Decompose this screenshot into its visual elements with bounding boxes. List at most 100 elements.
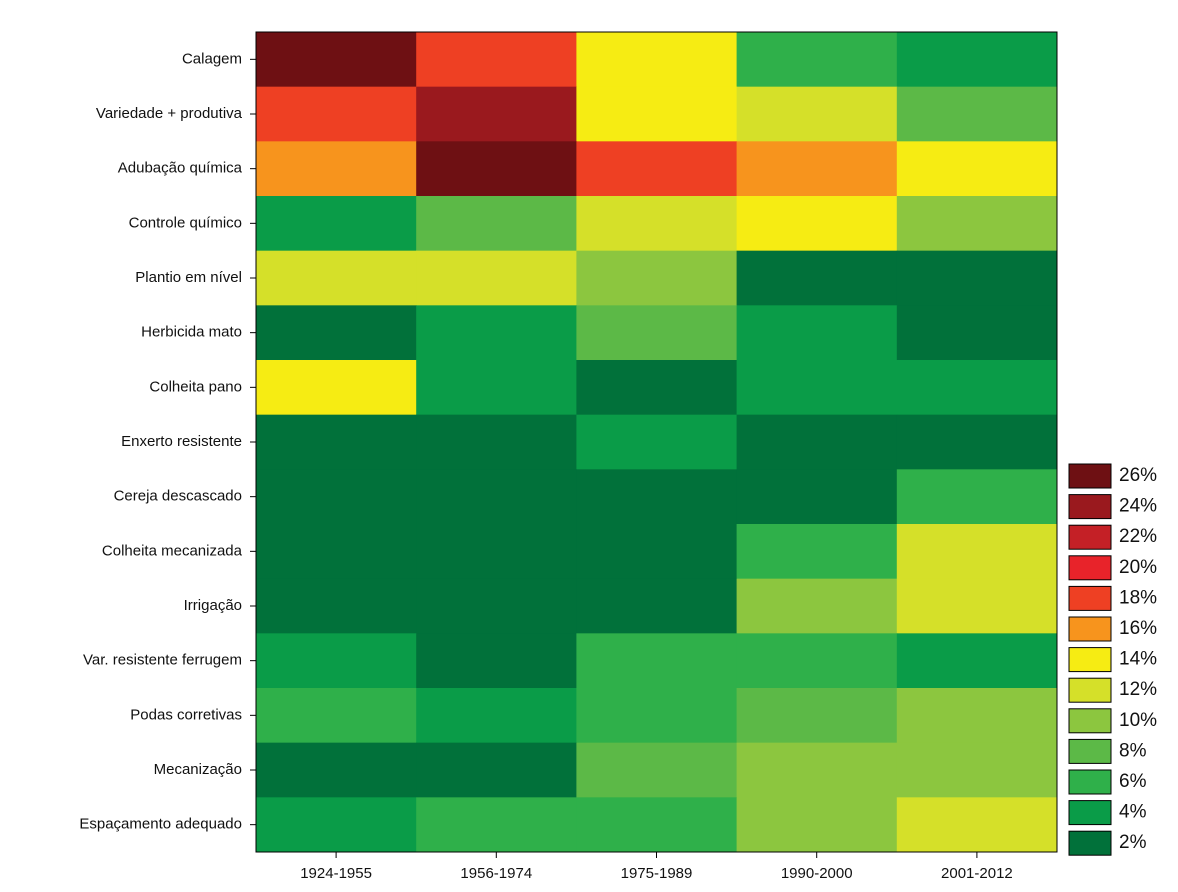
heatmap-cell xyxy=(576,469,738,525)
row-label: Var. resistente ferrugem xyxy=(83,652,242,669)
heatmap-cell xyxy=(896,469,1058,525)
heatmap-cell xyxy=(576,633,738,689)
heatmap-cell xyxy=(576,578,738,634)
heatmap-cell xyxy=(896,688,1058,744)
heatmap-cell xyxy=(896,360,1058,416)
heatmap-cell xyxy=(736,32,898,88)
heatmap-cell xyxy=(896,797,1058,853)
heatmap-cell xyxy=(256,797,417,853)
row-label: Podas corretivas xyxy=(130,706,242,723)
heatmap-cell xyxy=(416,305,577,361)
heatmap-cell xyxy=(576,141,738,197)
heatmap-cell xyxy=(896,524,1058,580)
heatmap-cell xyxy=(256,196,417,252)
legend-label: 18% xyxy=(1119,587,1157,608)
heatmap-cell xyxy=(416,196,577,252)
plot-frame xyxy=(255,31,1058,853)
legend-swatch xyxy=(1068,708,1112,734)
heatmap-cell xyxy=(256,633,417,689)
heatmap-cell xyxy=(256,86,417,142)
heatmap-cell xyxy=(896,196,1058,252)
row-label: Irrigação xyxy=(184,597,242,614)
heatmap-cell xyxy=(896,141,1058,197)
heatmap-cell xyxy=(576,797,738,853)
row-label: Colheita pano xyxy=(149,378,242,395)
heatmap-cell xyxy=(416,524,577,580)
heatmap-cell xyxy=(736,469,898,525)
heatmap-cell xyxy=(736,305,898,361)
row-label: Herbicida mato xyxy=(141,324,242,341)
heatmap-cell xyxy=(576,524,738,580)
heatmap-cell xyxy=(256,688,417,744)
row-label: Calagem xyxy=(182,50,242,67)
heatmap-cell xyxy=(736,742,898,798)
heatmap-cell xyxy=(256,742,417,798)
heatmap-cell xyxy=(256,524,417,580)
row-label: Espaçamento adequado xyxy=(79,816,242,833)
heatmap-cell xyxy=(896,742,1058,798)
heatmap-cell xyxy=(576,196,738,252)
legend-label: 24% xyxy=(1119,496,1157,517)
heatmap-cell xyxy=(736,578,898,634)
legend-swatch xyxy=(1068,524,1112,550)
heatmap-cell xyxy=(256,32,417,88)
x-tick-label: 1990-2000 xyxy=(781,865,853,882)
row-label: Cereja descascado xyxy=(114,488,242,505)
heatmap-cell xyxy=(736,633,898,689)
heatmap-cell xyxy=(736,250,898,306)
legend-label: 14% xyxy=(1119,649,1157,670)
heatmap-cell xyxy=(896,250,1058,306)
legend-swatch xyxy=(1068,647,1112,673)
heatmap-cell xyxy=(416,578,577,634)
row-label: Plantio em nível xyxy=(135,269,242,286)
legend-swatch xyxy=(1068,494,1112,520)
heatmap-cell xyxy=(736,524,898,580)
heatmap-cell xyxy=(576,86,738,142)
row-label: Mecanização xyxy=(154,761,242,778)
legend-label: 4% xyxy=(1119,802,1147,823)
heatmap-cell xyxy=(256,141,417,197)
legend-swatch xyxy=(1068,585,1112,611)
heatmap-cell xyxy=(416,414,577,470)
heatmap-cell xyxy=(256,414,417,470)
heatmap-cell xyxy=(576,360,738,416)
heatmap-cell xyxy=(576,742,738,798)
x-tick-label: 1956-1974 xyxy=(460,865,532,882)
row-label: Variedade + produtiva xyxy=(96,105,243,122)
heatmap-cell xyxy=(736,196,898,252)
heatmap-cell xyxy=(256,250,417,306)
legend-label: 12% xyxy=(1119,679,1157,700)
heatmap-cell xyxy=(416,32,577,88)
legend-swatch xyxy=(1068,555,1112,581)
heatmap-cell xyxy=(736,797,898,853)
legend-label: 10% xyxy=(1119,710,1157,731)
legend-swatch xyxy=(1068,738,1112,764)
heatmap-cell xyxy=(576,305,738,361)
heatmap-cell xyxy=(416,141,577,197)
legend-label: 2% xyxy=(1119,832,1147,853)
heatmap-cell xyxy=(736,360,898,416)
heatmap-cell xyxy=(256,360,417,416)
heatmap-cell xyxy=(896,633,1058,689)
x-tick-label: 1924-1955 xyxy=(300,865,372,882)
heatmap-cell xyxy=(416,797,577,853)
legend-swatch xyxy=(1068,463,1112,489)
heatmap-cell xyxy=(416,742,577,798)
row-label: Controle químico xyxy=(129,214,242,231)
heatmap-cell xyxy=(736,141,898,197)
heatmap-cell xyxy=(896,32,1058,88)
heatmap-cell xyxy=(736,86,898,142)
heatmap-cell xyxy=(576,414,738,470)
heatmap-cell xyxy=(256,469,417,525)
heatmap-cell xyxy=(576,32,738,88)
heatmap-cell xyxy=(416,633,577,689)
heatmap-cell xyxy=(896,578,1058,634)
legend-swatch xyxy=(1068,616,1112,642)
heatmap-cell xyxy=(736,414,898,470)
legend-label: 26% xyxy=(1119,465,1157,486)
x-tick-label: 1975-1989 xyxy=(621,865,693,882)
heatmap-cell xyxy=(896,86,1058,142)
heatmap-cell xyxy=(896,305,1058,361)
heatmap-cell xyxy=(416,86,577,142)
